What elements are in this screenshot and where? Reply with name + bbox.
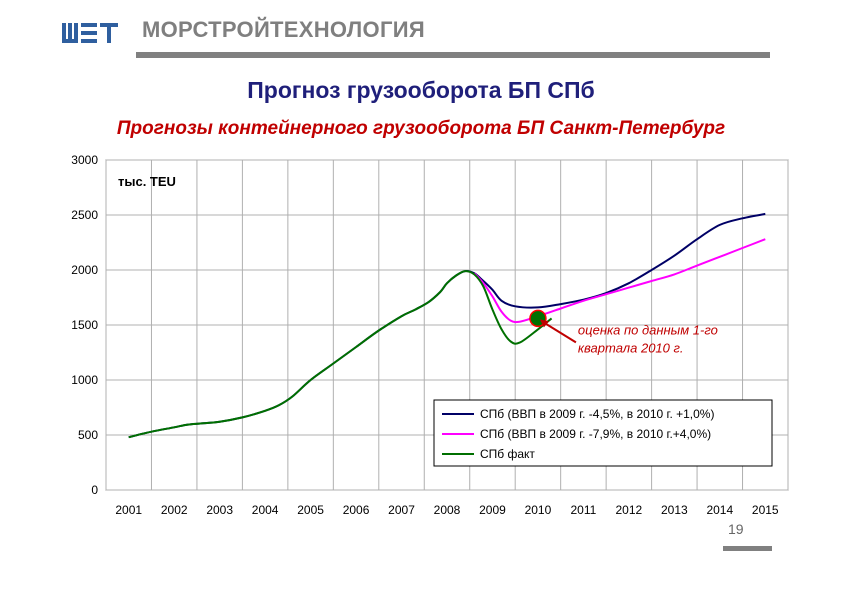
y-tick-label: 2000 — [71, 263, 98, 277]
legend-label: СПб факт — [480, 447, 535, 461]
x-tick-label: 2012 — [616, 503, 643, 517]
header-divider — [136, 52, 770, 58]
x-tick-label: 2010 — [525, 503, 552, 517]
page-number: 19 — [728, 521, 744, 537]
mct-logo-icon — [62, 23, 118, 43]
y-tick-label: 3000 — [71, 153, 98, 167]
x-tick-label: 2002 — [161, 503, 188, 517]
x-tick-label: 2008 — [434, 503, 461, 517]
y-tick-label: 1000 — [71, 373, 98, 387]
company-name: МОРСТРОЙТЕХНОЛОГИЯ — [142, 17, 425, 42]
x-tick-label: 2013 — [661, 503, 688, 517]
chart-title: Прогнозы контейнерного грузооборота БП С… — [116, 118, 726, 139]
x-tick-label: 2001 — [115, 503, 142, 517]
footer-divider — [723, 546, 772, 551]
x-tick-label: 2004 — [252, 503, 279, 517]
page-title: Прогноз грузооборота БП СПб — [247, 77, 595, 103]
annotation-text: квартала 2010 г. — [578, 340, 684, 355]
annotation-text: оценка по данным 1-го — [578, 322, 718, 337]
x-tick-label: 2014 — [706, 503, 733, 517]
x-tick-label: 2003 — [206, 503, 233, 517]
y-tick-label: 1500 — [71, 318, 98, 332]
y-tick-label: 0 — [91, 483, 98, 497]
x-tick-label: 2006 — [343, 503, 370, 517]
x-tick-label: 2011 — [570, 503, 596, 517]
x-tick-label: 2005 — [297, 503, 324, 517]
chart-container: 0 500 1000 1500 2000 2500 3000 2001 2002 2003 200… — [62, 148, 800, 528]
legend-label: СПб (ВВП в 2009 г. -7,9%, в 2010 г.+4,0%… — [480, 427, 711, 441]
series-line-2 — [473, 238, 766, 324]
x-tick-label: 2007 — [388, 503, 415, 517]
unit-label: тыс. TEU — [118, 174, 176, 189]
line-chart: 0 500 1000 1500 2000 2500 3000 2001 2002 2003 200… — [62, 148, 800, 528]
x-tick-label: 2015 — [752, 503, 779, 517]
x-tick-label: 2009 — [479, 503, 506, 517]
company-logo — [62, 20, 124, 51]
legend-label: СПб (ВВП в 2009 г. -4,5%, в 2010 г. +1,0… — [480, 407, 714, 421]
annotation-arrowhead — [539, 319, 549, 328]
annotation-arrow — [541, 320, 577, 344]
y-tick-label: 500 — [78, 428, 98, 442]
series-line-3 — [128, 270, 553, 439]
legend-box — [433, 399, 773, 467]
y-tick-label: 2500 — [71, 208, 98, 222]
